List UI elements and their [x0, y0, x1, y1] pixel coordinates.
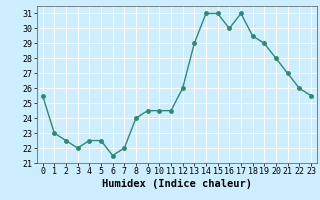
- X-axis label: Humidex (Indice chaleur): Humidex (Indice chaleur): [102, 179, 252, 189]
